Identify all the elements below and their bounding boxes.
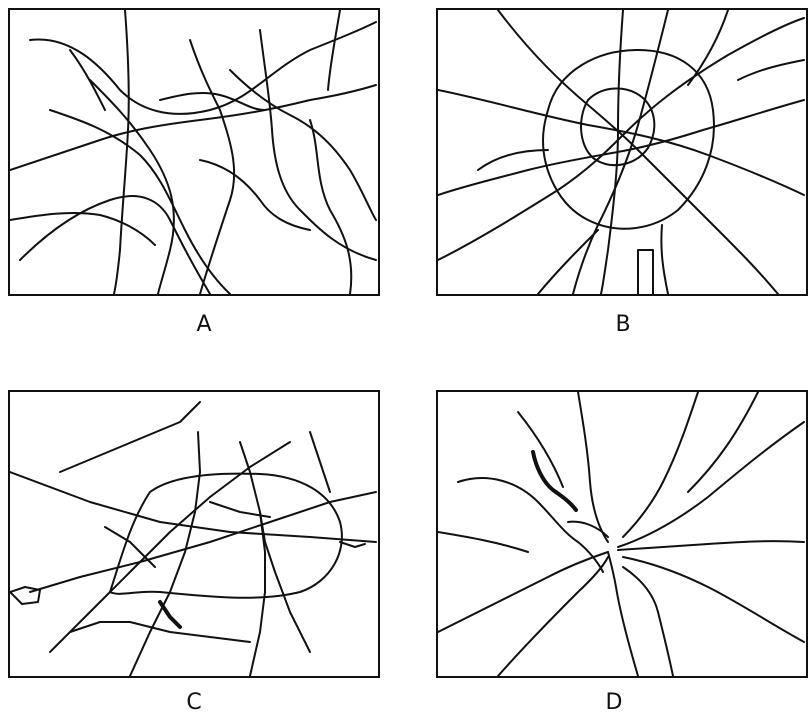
panel-label-d: D <box>605 690 623 715</box>
network-map-b <box>436 8 808 296</box>
network-lines-c <box>10 401 377 676</box>
panel-label-a: A <box>196 312 212 337</box>
network-lines-b <box>438 10 805 294</box>
network-map-d <box>436 390 808 678</box>
panel-label-c: C <box>186 690 202 715</box>
network-lines-a <box>10 10 377 294</box>
network-lines-d <box>438 392 805 676</box>
network-map-c <box>8 390 380 678</box>
panel-label-b: B <box>615 312 631 337</box>
network-map-a <box>8 8 380 296</box>
